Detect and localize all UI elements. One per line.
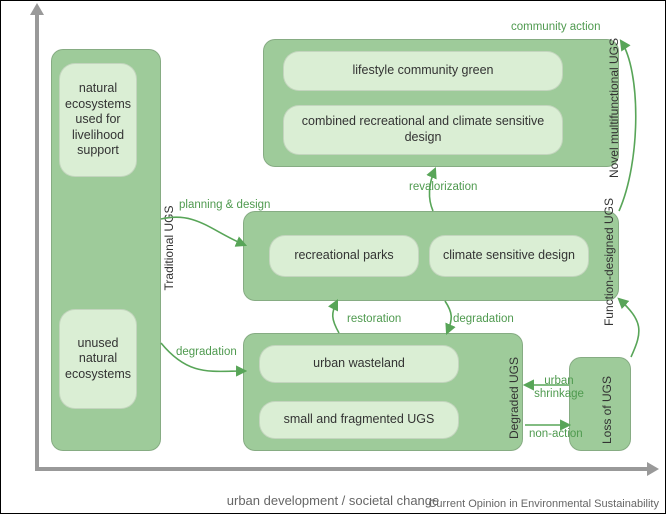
edge-label-community: community action: [511, 21, 600, 33]
edge-label-degr2: degradation: [453, 313, 514, 325]
group-label-degraded: Degraded UGS: [507, 353, 521, 443]
edge-label-restoration: restoration: [347, 313, 401, 325]
diagram-frame: degree of UGS functionally urban develop…: [0, 0, 666, 514]
edge-label-degr1: degradation: [176, 346, 237, 358]
edge-restoration: [333, 301, 339, 333]
node-parks: recreational parks: [269, 235, 419, 277]
citation-text: Current Opinion in Environmental Sustain…: [428, 498, 659, 510]
node-unused: unused natural ecosystems: [59, 309, 137, 409]
node-wasteland: urban wasteland: [259, 345, 459, 383]
group-label-function: Function-designed UGS: [602, 192, 616, 332]
group-label-traditional: Traditional UGS: [162, 198, 176, 298]
edge-label-reval: revalorization: [409, 181, 477, 193]
y-axis: [35, 11, 39, 471]
node-lifestyle: lifestyle community green: [283, 51, 563, 91]
group-label-novel: Novel multifunctional UGS: [607, 33, 621, 183]
x-axis-label: urban development / societal change: [227, 493, 439, 508]
node-fragmented: small and fragmented UGS: [259, 401, 459, 439]
edge-label-nonaction: non-action: [529, 428, 583, 440]
node-climate: climate sensitive design: [429, 235, 589, 277]
node-combined: combined recreational and climate sensit…: [283, 105, 563, 155]
edge-label-shrinkage: urban shrinkage: [531, 375, 587, 400]
node-livelihood: natural ecosystems used for livelihood s…: [59, 63, 137, 177]
edge-loss-to-fn: [619, 299, 639, 357]
x-axis-arrow: [647, 462, 659, 476]
x-axis: [35, 467, 649, 471]
edge-label-planning: planning & design: [179, 199, 270, 211]
group-label-loss: Loss of UGS: [600, 370, 614, 450]
y-axis-arrow: [30, 3, 44, 15]
edge-community: [619, 41, 636, 211]
edge-degr2: [445, 301, 451, 333]
